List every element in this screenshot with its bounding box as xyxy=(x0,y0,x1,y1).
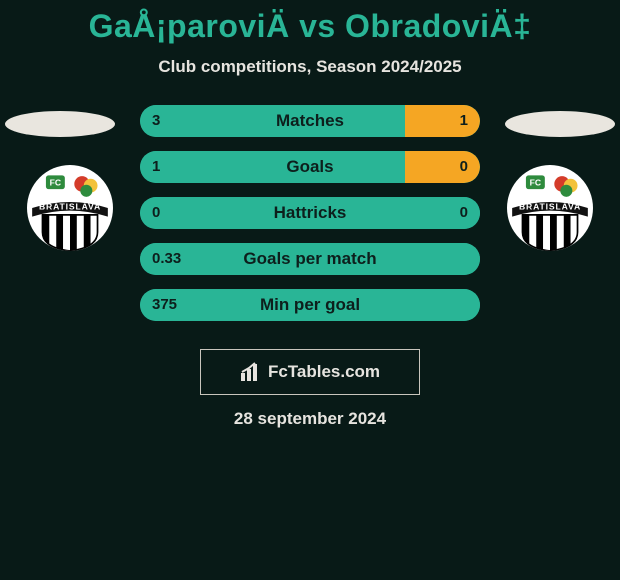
stat-row: 00Hattricks xyxy=(140,197,480,229)
brand-text: FcTables.com xyxy=(268,362,380,382)
stat-row: 10Goals xyxy=(140,151,480,183)
date: 28 september 2024 xyxy=(234,409,386,429)
stat-value-left: 0 xyxy=(140,197,172,229)
stat-value-right xyxy=(456,243,480,275)
svg-text:FC: FC xyxy=(530,178,541,188)
stat-fill-left xyxy=(140,151,405,183)
subtitle: Club competitions, Season 2024/2025 xyxy=(158,57,461,77)
stat-value-left: 3 xyxy=(140,105,172,137)
stat-row: 31Matches xyxy=(140,105,480,137)
stat-fill-left xyxy=(140,289,480,321)
player-shadow-right xyxy=(505,111,615,137)
stat-value-left: 0.33 xyxy=(140,243,193,275)
club-logo-left: FC BRATISLAVA xyxy=(27,165,113,251)
stat-value-right xyxy=(456,289,480,321)
stat-value-left: 1 xyxy=(140,151,172,183)
stat-fill-left xyxy=(140,105,405,137)
infographic: GaÅ¡paroviÄ vs ObradoviÄ‡ Club competiti… xyxy=(0,0,620,429)
stat-fill-left xyxy=(140,197,480,229)
watermark: FcTables.com xyxy=(200,349,420,395)
player-shadow-left xyxy=(5,111,115,137)
stat-value-left: 375 xyxy=(140,289,189,321)
svg-text:BRATISLAVA: BRATISLAVA xyxy=(519,202,581,212)
svg-text:FC: FC xyxy=(50,178,61,188)
stat-row: 375Min per goal xyxy=(140,289,480,321)
stat-rows: 31Matches10Goals00Hattricks0.33Goals per… xyxy=(140,105,480,321)
comparison-area: FCBRATISLAVA FCBRATISLAVA 31Matches10Goa… xyxy=(0,105,620,335)
stat-value-right: 0 xyxy=(448,151,480,183)
club-logo-right: FC BRATISLAVA xyxy=(507,165,593,251)
svg-text:BRATISLAVA: BRATISLAVA xyxy=(39,202,101,212)
stat-value-right: 1 xyxy=(448,105,480,137)
page-title: GaÅ¡paroviÄ vs ObradoviÄ‡ xyxy=(89,8,532,45)
stat-row: 0.33Goals per match xyxy=(140,243,480,275)
chart-icon xyxy=(240,362,262,382)
stat-value-right: 0 xyxy=(448,197,480,229)
